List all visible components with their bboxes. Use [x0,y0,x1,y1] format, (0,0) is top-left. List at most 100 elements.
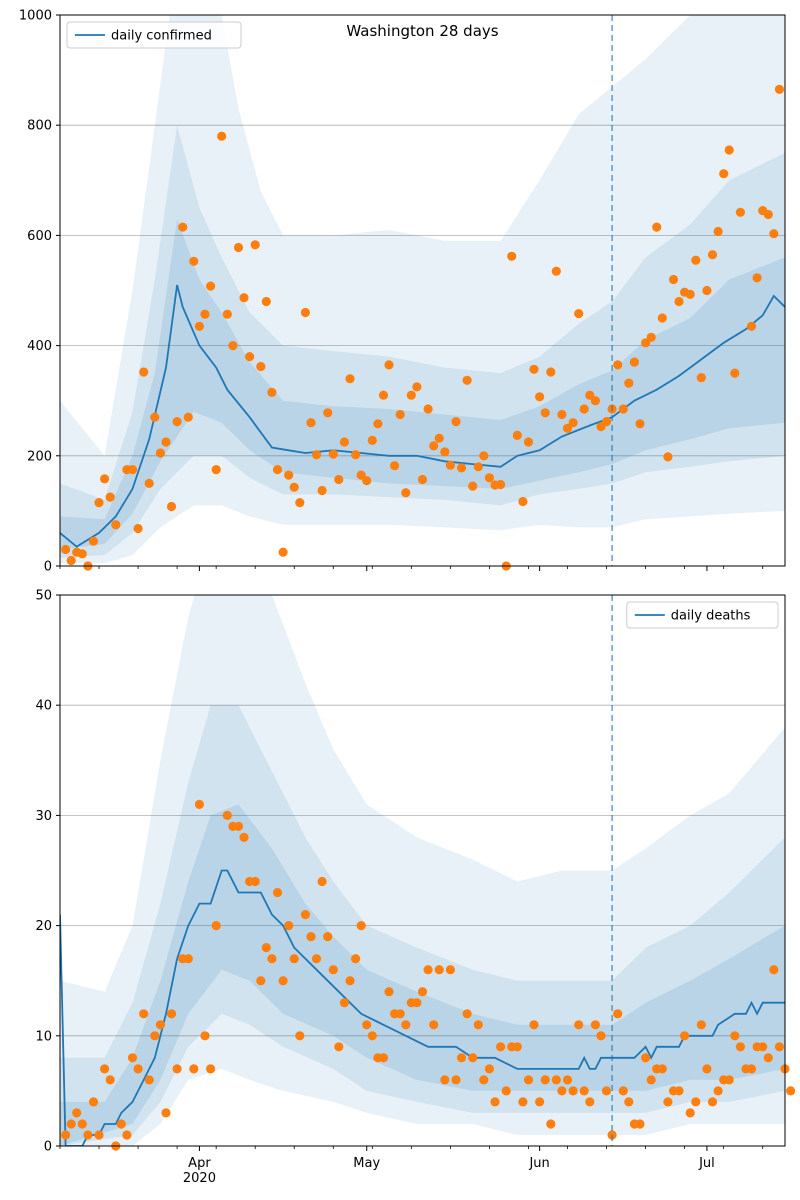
data-point [300,307,310,318]
data-point [256,976,266,986]
data-point [395,1009,405,1019]
data-point [200,1031,210,1041]
data-point [456,1053,467,1063]
y-tick-label: 40 [35,699,52,714]
data-point [456,463,467,473]
data-point [479,451,489,461]
data-point [189,1064,199,1074]
data-point [144,1075,154,1085]
data-point [434,433,444,443]
data-point [685,1108,695,1118]
legend-box [66,21,242,49]
data-point [211,921,221,931]
data-point [401,1020,411,1030]
data-point [206,281,216,291]
data-point [406,390,416,400]
data-point [462,375,472,385]
data-point [245,352,255,362]
data-point [77,549,87,559]
data-point [674,296,684,307]
data-point [278,547,288,557]
data-point [451,417,461,427]
data-point [423,965,433,975]
data-point [496,479,506,490]
data-point [429,1020,439,1030]
data-point [233,242,244,253]
data-point [774,1042,785,1052]
data-point [546,1119,556,1129]
data-point [144,478,154,488]
data-point [696,1020,706,1030]
data-point [562,1075,573,1085]
x-tick-year-label: 2020 [183,1171,216,1186]
data-point [284,921,294,931]
data-point [685,289,695,299]
data-point [194,799,204,810]
y-tick-label: 0 [44,1140,52,1155]
data-point [155,448,165,458]
data-point [367,1031,377,1041]
data-point [613,360,623,370]
data-point [646,1075,656,1085]
data-point [490,1097,500,1107]
data-point [445,460,455,470]
data-point [77,1119,87,1129]
data-point [261,296,271,307]
data-point [518,1097,528,1107]
data-point [585,1097,595,1107]
data-point [127,465,138,475]
data-point [473,1020,483,1030]
data-point [233,821,244,832]
data-point [306,418,316,428]
legend-box [626,601,779,629]
data-point [222,810,232,821]
data-point [351,450,361,460]
data-point [568,418,578,428]
data-point [434,965,444,975]
data-point [523,437,534,447]
data-point [178,222,188,232]
x-tick-label: May [353,1156,380,1171]
y-tick-label: 1000 [19,9,52,24]
data-point [351,954,361,964]
data-point [323,932,333,942]
data-point [629,357,640,367]
data-point [183,954,193,964]
data-point [317,876,327,887]
data-point [272,887,283,898]
data-point [384,987,394,997]
data-point [272,465,283,475]
data-point [183,412,193,422]
data-point [83,1130,93,1140]
data-point [239,293,249,303]
data-point [239,832,249,843]
data-point [417,987,428,997]
data-point [356,921,366,931]
data-point [523,1075,534,1085]
data-point [339,998,349,1008]
data-point [334,474,344,485]
data-point [172,1064,182,1074]
data-point [267,387,277,397]
data-point [367,435,377,445]
data-point [624,1097,634,1107]
data-point [702,1064,712,1074]
data-point [189,256,199,266]
data-point [412,998,422,1008]
data-point [295,1031,305,1041]
data-point [328,965,338,975]
data-point [105,492,115,502]
data-point [289,954,299,964]
axes-frame [59,594,786,1147]
data-point [774,84,785,94]
data-point [546,367,556,377]
data-point [451,1075,461,1085]
data-point [618,1086,628,1096]
y-tick-label: 50 [35,589,52,604]
legend-label: daily confirmed [111,29,212,44]
data-point [139,1009,149,1019]
uncertainty-band-outer [60,595,785,1146]
data-point [535,1097,545,1107]
data-point [345,374,355,384]
data-point [668,274,679,285]
